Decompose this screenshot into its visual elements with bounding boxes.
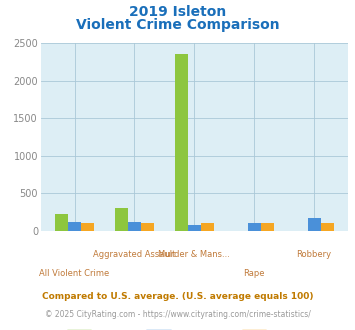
Text: All Violent Crime: All Violent Crime: [39, 269, 110, 278]
Bar: [68, 222, 81, 231]
Text: 2019 Isleton: 2019 Isleton: [129, 5, 226, 19]
Bar: [141, 223, 154, 231]
Text: Aggravated Assault: Aggravated Assault: [93, 250, 176, 259]
Bar: [188, 225, 201, 231]
Bar: [321, 223, 334, 231]
Bar: [201, 223, 214, 231]
Bar: [248, 223, 261, 231]
Bar: [175, 54, 188, 231]
Bar: [115, 209, 128, 231]
Text: Compared to U.S. average. (U.S. average equals 100): Compared to U.S. average. (U.S. average …: [42, 292, 313, 301]
Text: Violent Crime Comparison: Violent Crime Comparison: [76, 18, 279, 32]
Bar: [261, 223, 274, 231]
Text: Rape: Rape: [244, 269, 265, 278]
Text: © 2025 CityRating.com - https://www.cityrating.com/crime-statistics/: © 2025 CityRating.com - https://www.city…: [45, 310, 310, 319]
Text: Robbery: Robbery: [297, 250, 332, 259]
Bar: [81, 223, 94, 231]
Bar: [307, 218, 321, 231]
Bar: [55, 214, 68, 231]
Bar: [128, 222, 141, 231]
Text: Murder & Mans...: Murder & Mans...: [158, 250, 230, 259]
